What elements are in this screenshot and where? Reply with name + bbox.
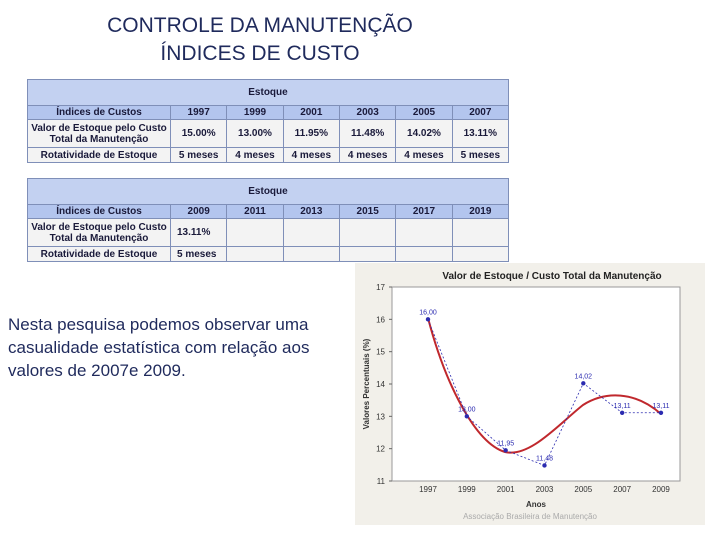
chart-title: Valor de Estoque / Custo Total da Manute… <box>442 271 661 282</box>
table-cell: 14.02% <box>395 119 453 148</box>
x-tick-label: 2009 <box>652 485 670 494</box>
table-row: Valor de Estoque pelo Custo Total da Man… <box>27 119 510 148</box>
table: Estoque Índices de Custos 2009 2011 2013 2015… <box>27 178 510 262</box>
table-cell: 11.48% <box>338 119 397 148</box>
header-cell: 2003 <box>338 105 397 120</box>
table-cell: 5 meses <box>169 246 228 262</box>
y-tick-label: 16 <box>376 315 385 324</box>
data-label: 14,02 <box>575 373 593 380</box>
header-cell: 2013 <box>282 204 340 219</box>
caption-row: Estoque <box>27 178 509 205</box>
table-cell: 4 meses <box>395 147 453 163</box>
header-cell: Índices de Custos <box>27 204 171 219</box>
title-line: CONTROLE DA MANUTENÇÃO <box>107 14 413 37</box>
table-cell: 4 meses <box>338 147 397 163</box>
table-row: Rotatividade de Estoque 5 meses 4 meses 4 m… <box>27 147 510 163</box>
empty-cell <box>282 218 340 247</box>
header-cell: 2019 <box>451 204 510 219</box>
x-tick-label: 1997 <box>419 485 437 494</box>
data-point <box>658 410 664 415</box>
table-cell: 13.11% <box>169 218 228 247</box>
table-caption: Estoque <box>27 79 509 106</box>
data-point <box>464 414 470 419</box>
table: Estoque Índices de Custos 1997 1999 2001 2003… <box>27 79 510 163</box>
trend-curve <box>427 317 662 454</box>
x-tick-label: 2003 <box>536 485 554 494</box>
x-tick-label: 2005 <box>574 485 592 494</box>
table-cell: 11.95% <box>282 119 340 148</box>
table-cell: 13.00% <box>226 119 284 148</box>
table-row: Valor de Estoque pelo Custo Total da Man… <box>27 218 510 247</box>
y-axis-label: Valores Percentuais (%) <box>362 338 371 429</box>
data-point <box>542 463 547 468</box>
y-tick-label: 12 <box>376 445 385 454</box>
table-cell: Rotatividade de Estoque <box>27 147 171 163</box>
header-cell: 2005 <box>395 105 453 120</box>
data-point <box>425 317 431 322</box>
header-cell: Índices de Custos <box>27 105 171 120</box>
table-cell: 4 meses <box>226 147 284 163</box>
data-point <box>619 410 625 415</box>
data-label: 13,11 <box>614 403 631 410</box>
plot-area <box>391 286 681 482</box>
empty-cell <box>226 218 284 247</box>
header-row: Índices de Custos 2009 2011 2013 2015 2017 201… <box>27 204 510 219</box>
y-tick-label: 14 <box>376 380 385 389</box>
header-cell: 2001 <box>282 105 340 120</box>
data-label: 13,11 <box>652 403 669 410</box>
empty-cell <box>338 218 397 247</box>
chart-footer: Associação Brasileira de Manutenção <box>463 512 597 521</box>
empty-cell <box>451 218 510 247</box>
title-line: ÍNDICES DE CUSTO <box>160 42 360 65</box>
table-row: Rotatividade de Estoque 5 meses <box>27 246 510 262</box>
empty-cell <box>451 246 510 262</box>
header-cell: 1997 <box>169 105 228 120</box>
table-cell: Valor de Estoque pelo Custo Total da Man… <box>27 119 171 148</box>
table-cell: Rotatividade de Estoque <box>27 246 171 262</box>
data-point <box>503 448 508 453</box>
header-cell: 2017 <box>395 204 453 219</box>
x-tick-label: 1999 <box>458 485 476 494</box>
table-caption: Estoque <box>27 178 509 205</box>
caption-row: Estoque <box>27 79 509 106</box>
header-cell: 1999 <box>226 105 284 120</box>
y-tick-label: 17 <box>376 283 385 292</box>
header-cell: 2011 <box>226 204 284 219</box>
chart: Valor de Estoque / Custo Total da Manute… <box>355 263 705 525</box>
empty-cell <box>395 246 453 262</box>
empty-cell <box>338 246 397 262</box>
x-tick-label: 2001 <box>497 485 515 494</box>
table-cell: 4 meses <box>282 147 340 163</box>
x-tick-label: 2007 <box>613 485 631 494</box>
header-row: Índices de Custos 1997 1999 2001 2003 2005 200… <box>27 105 510 120</box>
header-cell: 2009 <box>169 204 228 219</box>
empty-cell <box>282 246 340 262</box>
data-point <box>581 381 586 386</box>
table-cell: 5 meses <box>169 147 228 163</box>
data-label: 11,95 <box>497 440 514 447</box>
y-tick-label: 11 <box>377 477 386 486</box>
y-tick-label: 15 <box>376 348 385 357</box>
data-label: 13,00 <box>458 406 476 413</box>
table-cell: 15.00% <box>169 119 228 148</box>
table-cell: 13.11% <box>451 119 510 148</box>
data-label: 16,00 <box>419 309 437 316</box>
x-axis-label: Anos <box>526 500 547 509</box>
table-cell: 5 meses <box>451 147 510 163</box>
header-cell: 2015 <box>338 204 397 219</box>
note-text: Nesta pesquisa podemos observar uma casu… <box>8 315 310 380</box>
header-cell: 2007 <box>451 105 510 120</box>
empty-cell <box>226 246 284 262</box>
table-cell: Valor de Estoque pelo Custo Total da Man… <box>27 218 171 247</box>
data-label: 11,48 <box>536 455 553 462</box>
y-tick-label: 13 <box>376 412 385 421</box>
empty-cell <box>395 218 453 247</box>
